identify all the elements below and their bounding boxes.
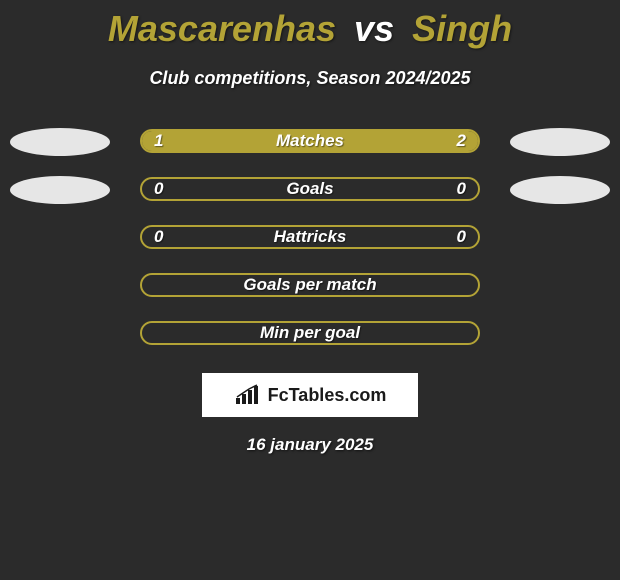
season-subtitle: Club competitions, Season 2024/2025 [0, 68, 620, 89]
player2-avatar [510, 176, 610, 204]
stat-row: Goals per match [0, 273, 620, 299]
player1-avatar [10, 128, 110, 156]
player2-avatar [510, 128, 610, 156]
player1-name: Mascarenhas [108, 8, 336, 49]
stat-row: 00Goals [0, 177, 620, 203]
snapshot-date: 16 january 2025 [0, 435, 620, 455]
stat-label: Goals per match [142, 275, 478, 295]
stats-container: 12Matches 00Goals 00Hattricks Goals per mat… [0, 129, 620, 347]
stat-bar: 12Matches [140, 129, 480, 153]
vs-separator: vs [354, 8, 394, 49]
stat-bar: Goals per match [140, 273, 480, 297]
stat-label: Matches [142, 131, 478, 151]
stat-bar: 00Hattricks [140, 225, 480, 249]
stat-bar: Min per goal [140, 321, 480, 345]
stat-row: Min per goal [0, 321, 620, 347]
stat-row: 12Matches [0, 129, 620, 155]
branding-text: FcTables.com [268, 385, 387, 406]
stat-row: 00Hattricks [0, 225, 620, 251]
stat-label: Min per goal [142, 323, 478, 343]
stat-label: Goals [142, 179, 478, 199]
player1-avatar [10, 176, 110, 204]
stat-label: Hattricks [142, 227, 478, 247]
branding-box: FcTables.com [202, 373, 418, 417]
stat-bar: 00Goals [140, 177, 480, 201]
player2-name: Singh [412, 8, 512, 49]
comparison-title: Mascarenhas vs Singh [0, 0, 620, 50]
bar-chart-icon [234, 384, 262, 406]
